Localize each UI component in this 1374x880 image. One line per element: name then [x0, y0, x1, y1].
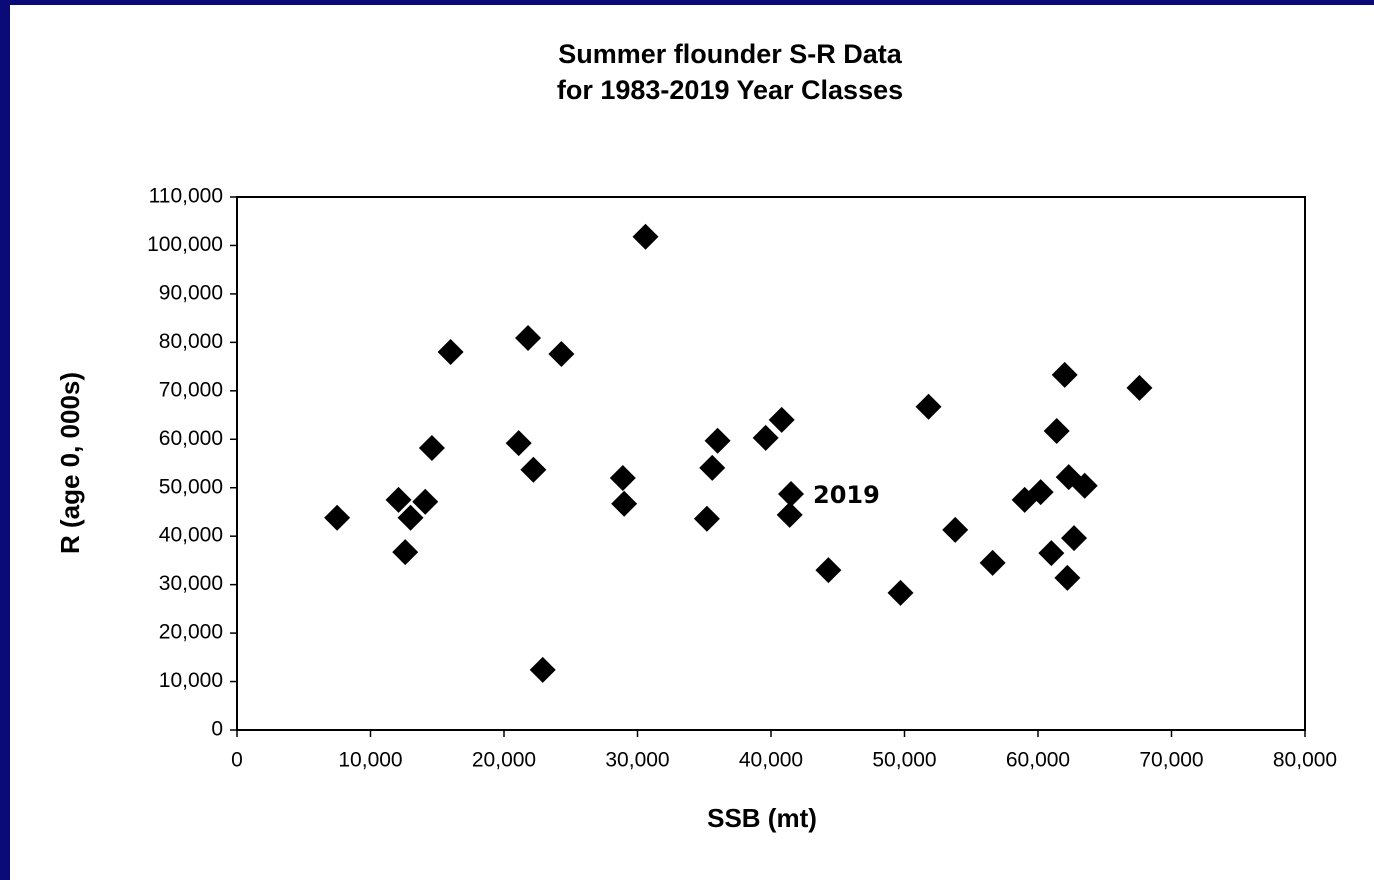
point	[397, 504, 424, 531]
point	[412, 488, 439, 515]
x-tick-label: 50,000	[872, 749, 936, 772]
point	[693, 505, 720, 532]
y-tick-label: 50,000	[159, 475, 223, 498]
point	[979, 549, 1006, 576]
y-tick-label: 110,000	[149, 185, 223, 208]
annotation: 2019	[813, 481, 880, 509]
point	[529, 656, 556, 683]
point	[887, 579, 914, 606]
point	[632, 223, 659, 250]
point	[915, 393, 942, 420]
point	[437, 339, 464, 366]
x-tick-label: 0	[231, 749, 243, 772]
point	[1043, 418, 1070, 445]
y-tick-label: 80,000	[159, 330, 223, 353]
point	[1126, 374, 1153, 401]
x-tick-label: 20,000	[472, 749, 536, 772]
point	[699, 454, 726, 481]
y-tick-label: 30,000	[159, 572, 223, 595]
x-tick-label: 60,000	[1006, 749, 1070, 772]
point	[778, 481, 805, 508]
point	[548, 340, 575, 367]
point	[520, 456, 547, 483]
x-axis-title: SSB (mt)	[707, 803, 817, 833]
x-tick-label: 10,000	[338, 749, 402, 772]
y-tick-label: 10,000	[159, 669, 223, 692]
chart-title: Summer flounder S-R Data	[558, 39, 903, 69]
point	[1051, 361, 1078, 388]
point	[392, 539, 419, 566]
point	[515, 325, 542, 352]
x-tick-label: 80,000	[1273, 749, 1337, 772]
y-tick-label: 100,000	[147, 233, 223, 256]
point	[704, 427, 731, 454]
y-tick-label: 70,000	[159, 378, 223, 401]
frame-top	[0, 0, 1374, 5]
y-axis-title: R (age 0, 000s)	[55, 372, 85, 554]
y-tick-label: 0	[211, 718, 223, 741]
x-tick-label: 30,000	[605, 749, 669, 772]
point	[611, 490, 638, 517]
point	[1061, 525, 1088, 552]
point	[768, 406, 795, 433]
y-tick-label: 90,000	[159, 281, 223, 304]
point	[1038, 540, 1065, 567]
point	[505, 430, 532, 457]
x-tick-label: 40,000	[739, 749, 803, 772]
point	[324, 504, 351, 531]
point	[385, 486, 412, 513]
point	[418, 434, 445, 461]
point	[752, 424, 779, 451]
point	[1054, 564, 1081, 591]
y-tick-label: 40,000	[159, 524, 223, 547]
x-tick-label: 70,000	[1139, 749, 1203, 772]
point	[1071, 472, 1098, 499]
frame-left	[0, 0, 10, 880]
point	[815, 557, 842, 584]
point	[609, 465, 636, 492]
point	[1027, 479, 1054, 506]
point	[942, 516, 969, 543]
chart-subtitle: for 1983-2019 Year Classes	[557, 75, 903, 105]
y-tick-label: 60,000	[159, 427, 223, 450]
y-tick-label: 20,000	[159, 621, 223, 644]
point	[776, 501, 803, 528]
